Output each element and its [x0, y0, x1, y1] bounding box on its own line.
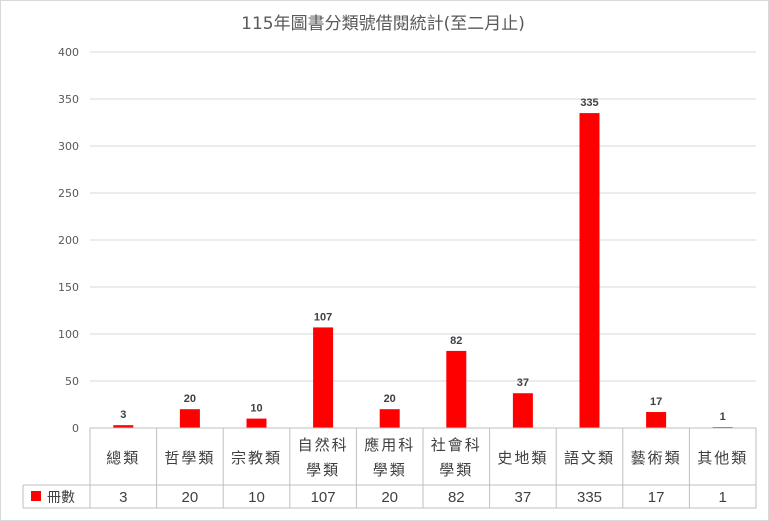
legend-label: 冊數: [47, 490, 75, 506]
y-tick-label: 350: [58, 93, 79, 106]
category-label: 社會科學類: [431, 436, 482, 479]
data-label: 1: [720, 411, 726, 423]
data-label: 20: [184, 393, 196, 405]
category-label: 語文類: [564, 449, 615, 467]
data-label: 3: [120, 409, 126, 421]
table-value: 10: [248, 489, 265, 506]
category-label: 應用科學類: [364, 436, 415, 479]
bar-8: [579, 113, 600, 428]
table-value: 107: [311, 489, 336, 506]
table-value: 82: [448, 489, 465, 506]
bar-3: [246, 418, 267, 428]
data-label: 82: [450, 335, 462, 347]
y-tick-label: 50: [65, 375, 79, 388]
table-value: 17: [648, 489, 665, 506]
category-label: 史地類: [497, 449, 548, 467]
data-label: 17: [650, 396, 662, 408]
legend-key: [31, 491, 41, 501]
data-labels: 3 20 10 107 20 82 37 335 17 1: [120, 97, 726, 423]
bar-6: [446, 350, 467, 428]
table-value: 20: [381, 489, 398, 506]
table-value: 20: [182, 489, 199, 506]
y-tick-label: 0: [72, 422, 79, 435]
y-tick-label: 150: [58, 281, 79, 294]
category-label: 自然科學類: [298, 436, 349, 479]
category-label: 其他類: [697, 449, 748, 467]
y-tick-label: 400: [58, 46, 79, 59]
category-label: 宗教類: [231, 449, 282, 467]
data-label: 107: [314, 311, 332, 323]
bar-7: [512, 393, 533, 428]
chart-title: 115年圖書分類號借閱統計(至二月止): [241, 14, 525, 34]
y-tick-label: 200: [58, 234, 79, 247]
data-label: 37: [517, 377, 529, 389]
bar-4: [313, 327, 334, 428]
bars: [113, 113, 733, 428]
table-value: 335: [577, 489, 602, 506]
data-label: 335: [580, 97, 598, 109]
y-tick-label: 250: [58, 187, 79, 200]
table-value: 3: [119, 489, 127, 506]
gridlines: 0 50 100 150 200 250 300 350 400: [58, 46, 756, 435]
y-tick-label: 300: [58, 140, 79, 153]
y-tick-label: 100: [58, 328, 79, 341]
bar-1: [113, 425, 134, 428]
bar-9: [646, 412, 667, 428]
data-label: 20: [384, 393, 396, 405]
category-label: 哲學類: [164, 449, 215, 467]
category-label: 藝術類: [631, 449, 682, 467]
table-value: 37: [515, 489, 532, 506]
table-value: 1: [719, 489, 727, 506]
bar-2: [179, 409, 200, 428]
category-label: 總類: [106, 449, 140, 467]
bar-5: [379, 409, 400, 428]
data-label: 10: [250, 403, 262, 415]
